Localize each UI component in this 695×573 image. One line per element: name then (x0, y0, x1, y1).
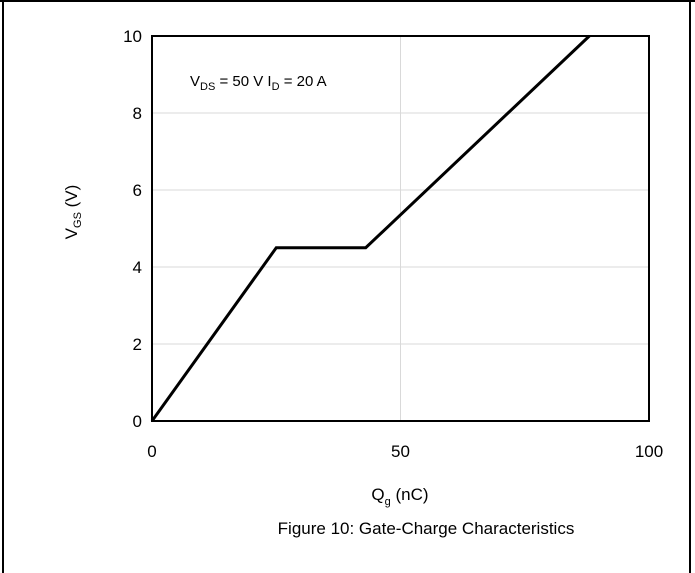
y-axis-title: VGS (V) (62, 185, 84, 240)
y-tick-label: 2 (133, 335, 142, 354)
y-tick-label: 10 (123, 27, 142, 46)
test-conditions-annotation: VDS = 50 V ID = 20 A (190, 73, 327, 93)
series-line (150, 34, 591, 422)
y-tick-label: 0 (133, 412, 142, 431)
figure-caption: Figure 10: Gate-Charge Characteristics (278, 519, 575, 538)
frame-top-border (0, 0, 695, 2)
x-tick-label: 100 (635, 442, 663, 461)
x-tick-label: 50 (391, 442, 410, 461)
x-axis-title: Qg (nC) (371, 485, 428, 508)
plot-area-border (151, 35, 650, 422)
y-tick-label: 4 (133, 258, 142, 277)
frame-right-border (689, 0, 691, 573)
series-layer (150, 34, 591, 422)
grid-lines (152, 36, 649, 421)
y-tick-label: 6 (133, 181, 142, 200)
x-tick-label: 0 (147, 442, 156, 461)
frame-left-border (2, 0, 4, 573)
y-tick-label: 8 (133, 104, 142, 123)
